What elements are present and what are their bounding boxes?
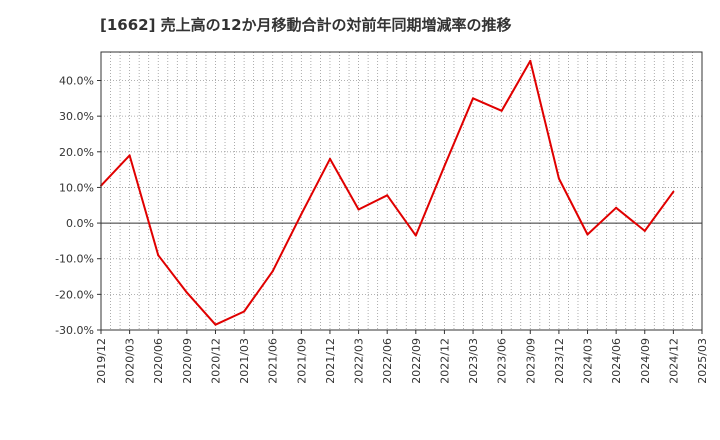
data-point <box>672 190 675 193</box>
data-point <box>557 177 560 180</box>
data-point <box>472 97 475 100</box>
x-tick-label: 2022/12 <box>438 338 451 384</box>
data-point <box>529 59 532 62</box>
y-tick-label: 30.0% <box>59 110 94 123</box>
x-tick-label: 2020/09 <box>181 338 194 384</box>
x-tick-label: 2020/03 <box>124 338 137 384</box>
data-point <box>586 233 589 236</box>
data-point <box>328 157 331 160</box>
data-point <box>243 310 246 313</box>
x-tick-label: 2024/09 <box>639 338 652 384</box>
data-point <box>386 194 389 197</box>
x-tick-label: 2023/06 <box>496 338 509 384</box>
x-tick-label: 2019/12 <box>95 338 108 384</box>
y-axis-ticks: 40.0% 30.0% 20.0% 10.0% 0.0% -10.0% -20.0% -30.… <box>55 75 101 337</box>
x-tick-label: 2022/09 <box>410 338 423 384</box>
data-point <box>414 234 417 237</box>
y-tick-label: -10.0% <box>55 253 94 266</box>
x-tick-label: 2020/12 <box>209 338 222 384</box>
y-tick-label: 10.0% <box>59 181 94 194</box>
data-point <box>214 323 217 326</box>
y-tick-label: 40.0% <box>59 75 94 88</box>
x-tick-label: 2023/12 <box>553 338 566 384</box>
data-point <box>300 213 303 216</box>
chart-title: [1662] 売上高の12か月移動合計の対前年同期増減率の推移 <box>100 16 512 34</box>
data-point <box>185 291 188 294</box>
y-tick-label: -20.0% <box>55 288 94 301</box>
x-tick-label: 2021/03 <box>238 338 251 384</box>
x-tick-label: 2022/06 <box>381 338 394 384</box>
data-point <box>157 254 160 257</box>
x-axis-ticks: 2019/12 2020/03 2020/06 2020/09 2020/12 2021/… <box>95 330 709 384</box>
data-point <box>128 154 131 157</box>
x-tick-label: 2025/03 <box>696 338 709 384</box>
y-tick-label: 0.0% <box>66 217 94 230</box>
data-point <box>615 206 618 209</box>
y-tick-label: 20.0% <box>59 146 94 159</box>
plot-frame <box>100 51 703 331</box>
x-tick-label: 2021/12 <box>324 338 337 384</box>
x-tick-label: 2023/09 <box>524 338 537 384</box>
x-tick-label: 2022/03 <box>353 338 366 384</box>
x-tick-label: 2020/06 <box>152 338 165 384</box>
data-point <box>271 270 274 273</box>
series-layer <box>100 59 675 326</box>
x-tick-label: 2024/03 <box>582 338 595 384</box>
x-tick-label: 2021/09 <box>295 338 308 384</box>
data-point <box>357 208 360 211</box>
grid-lines <box>101 52 702 331</box>
x-tick-label: 2024/12 <box>667 338 680 384</box>
x-tick-label: 2023/03 <box>467 338 480 384</box>
data-point <box>443 165 446 168</box>
data-point <box>500 109 503 112</box>
x-tick-label: 2021/06 <box>267 338 280 384</box>
data-point <box>643 229 646 232</box>
y-tick-label: -30.0% <box>55 324 94 337</box>
x-tick-label: 2024/06 <box>610 338 623 384</box>
